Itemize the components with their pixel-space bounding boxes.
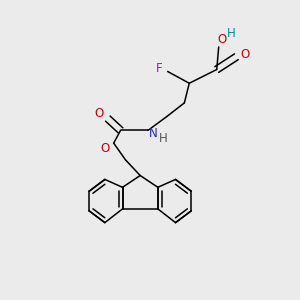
- Text: H: H: [159, 132, 168, 145]
- Text: O: O: [100, 142, 110, 154]
- Text: F: F: [155, 62, 162, 75]
- Text: O: O: [217, 33, 226, 46]
- Text: O: O: [241, 48, 250, 61]
- Text: N: N: [148, 127, 157, 140]
- Text: O: O: [94, 107, 104, 120]
- Text: H: H: [227, 27, 236, 40]
